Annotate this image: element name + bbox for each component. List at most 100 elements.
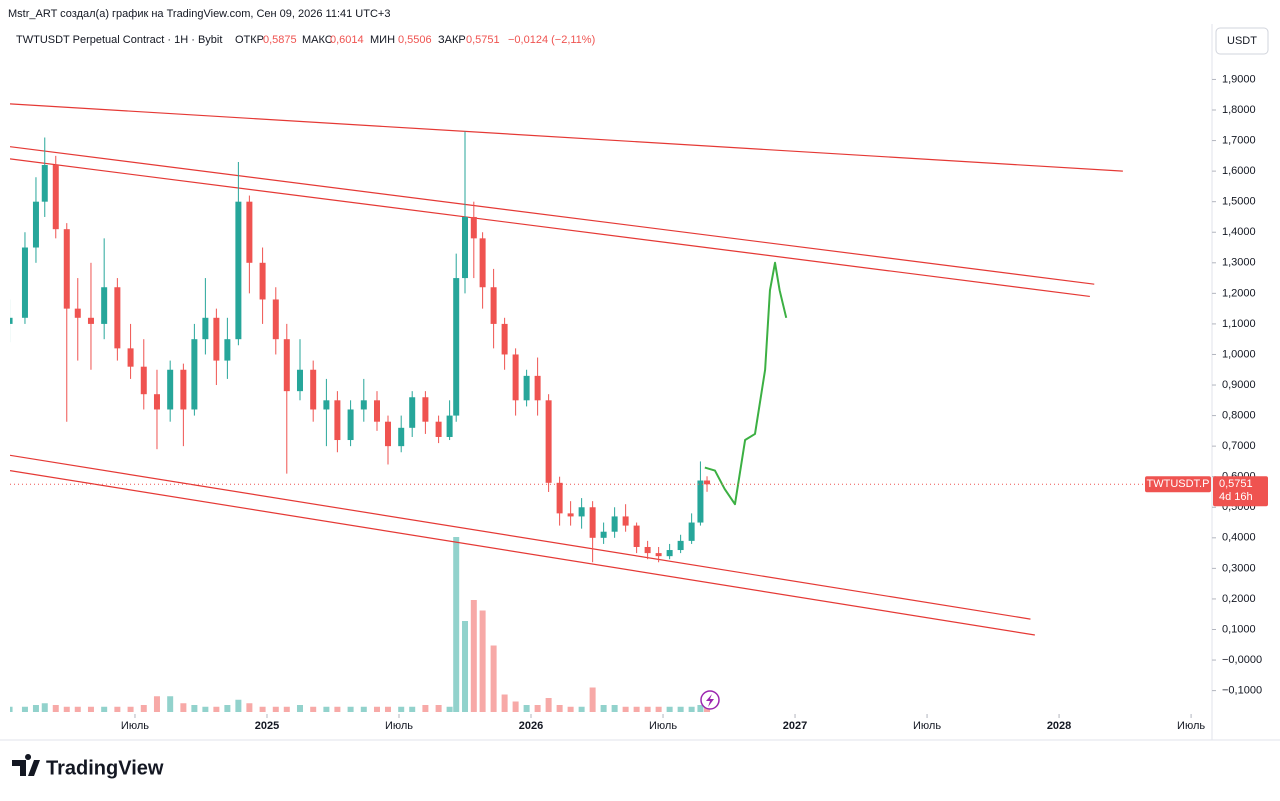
y-tick-label: 0,8000 — [1222, 409, 1256, 421]
volume-bar — [63, 706, 70, 712]
volume-bar — [310, 706, 317, 712]
volume-bar — [688, 706, 695, 712]
trendline — [10, 103, 1123, 172]
author-line: Mstr_ART создал(а) график на TradingView… — [8, 8, 390, 20]
candle-body — [32, 201, 39, 248]
volume-bar — [10, 706, 13, 712]
candle-body — [167, 369, 174, 410]
candle-body — [114, 287, 121, 349]
volume-bar — [180, 703, 187, 712]
candle-body — [41, 165, 48, 202]
volume-bar — [677, 706, 684, 712]
volume-bar — [697, 705, 704, 712]
x-tick-label: 2026 — [519, 720, 543, 732]
candle-body — [578, 507, 585, 517]
y-tick-label: 0,1000 — [1222, 623, 1256, 635]
volume-bar — [589, 687, 596, 712]
volume-bar — [479, 610, 486, 712]
candle-body — [347, 409, 354, 441]
open-label: ОТКР — [235, 34, 264, 46]
forecast-path — [704, 261, 788, 506]
candle-body — [87, 317, 94, 324]
candle-body — [446, 415, 453, 437]
last-price-label: 0,5751 — [1219, 478, 1253, 490]
symbol-tag: TWTUSDT.P — [1147, 478, 1210, 490]
volume-bar — [600, 705, 607, 712]
candle-body — [409, 397, 416, 428]
volume-bar — [644, 706, 651, 712]
candle-body — [589, 507, 596, 538]
volume-bar — [666, 706, 673, 712]
volume-bar — [512, 701, 519, 712]
candle-body — [360, 400, 367, 410]
candle-body — [501, 323, 508, 355]
candle-body — [398, 427, 405, 447]
volume-bar — [462, 621, 469, 712]
close-label: ЗАКР — [438, 34, 466, 46]
candle-body — [567, 513, 574, 517]
open-value: 0,5875 — [263, 34, 297, 46]
plot — [10, 103, 1123, 712]
y-tick-label: 1,5000 — [1222, 196, 1256, 208]
x-tick-label: 2027 — [783, 720, 807, 732]
volume-bar — [74, 706, 81, 712]
y-tick-label: 1,0000 — [1222, 348, 1256, 360]
x-tick-label: Июль — [913, 720, 941, 732]
volume-bar — [213, 706, 220, 712]
candle-body — [140, 366, 147, 395]
volume-bar — [87, 706, 94, 712]
candle-body — [435, 421, 442, 437]
candle-body — [334, 400, 341, 441]
volume-bar — [453, 537, 460, 712]
candle-body — [323, 400, 330, 410]
y-tick-label: 1,9000 — [1222, 73, 1256, 85]
x-tick-label: Июль — [1177, 720, 1205, 732]
symbol: TWTUSDT Perpetual Contract · 1H · Bybit — [16, 34, 222, 46]
volume-bar — [140, 705, 147, 712]
volume-bar — [501, 694, 508, 712]
x-tick-label: 2025 — [255, 720, 279, 732]
candle-body — [52, 165, 59, 230]
candle-body — [545, 400, 552, 483]
currency[interactable]: USDT — [1227, 35, 1257, 47]
y-tick-label: 0,7000 — [1222, 440, 1256, 452]
candle-body — [490, 287, 497, 324]
volume-bar — [114, 706, 121, 712]
candle-body — [153, 394, 160, 410]
countdown: 4d 16h — [1219, 491, 1253, 503]
candle-body — [688, 522, 695, 541]
x-tick-label: Июль — [385, 720, 413, 732]
candle-body — [384, 421, 391, 447]
candle-body — [127, 348, 134, 367]
candle-body — [697, 480, 704, 523]
candle-body — [611, 516, 618, 532]
series-layer — [10, 103, 1123, 712]
y-tick-label: 1,7000 — [1222, 134, 1256, 146]
volume-bar — [622, 706, 629, 712]
volume-bar — [202, 706, 209, 712]
candle-body — [74, 308, 81, 318]
volume-bar — [384, 706, 391, 712]
volume-bar — [611, 705, 618, 712]
volume-bar — [398, 706, 405, 712]
volume-bar — [323, 706, 330, 712]
currency-button[interactable] — [1215, 27, 1269, 55]
candle-body — [272, 299, 279, 340]
volume-bar — [446, 706, 453, 712]
candle-body — [373, 400, 380, 422]
candle-body — [600, 531, 607, 538]
event-bolt — [706, 694, 714, 707]
candle-body — [101, 287, 108, 324]
brand: TradingView — [46, 757, 164, 779]
symbol-tag-box — [1145, 476, 1211, 493]
volume-bar — [224, 705, 231, 712]
y-tick-label: 1,4000 — [1222, 226, 1256, 238]
x-tick-label: Июль — [649, 720, 677, 732]
volume-bar — [360, 706, 367, 712]
logo-icon — [12, 754, 40, 776]
candle-body — [213, 317, 220, 361]
volume-bar — [578, 706, 585, 712]
candle-body — [633, 525, 640, 547]
volume-bar — [191, 705, 198, 712]
